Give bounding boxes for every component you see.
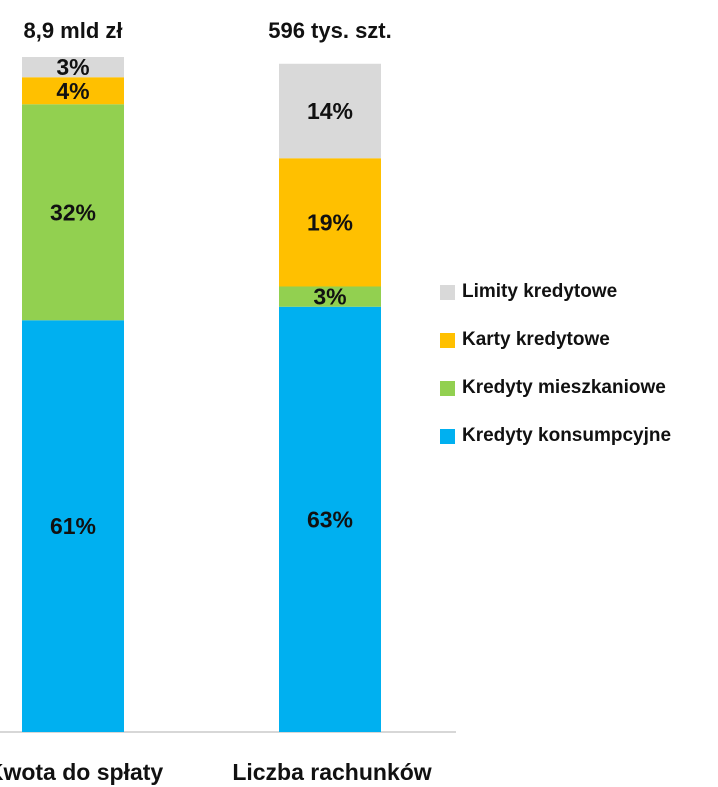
legend-label: Karty kredytowe bbox=[462, 329, 610, 350]
data-label: 4% bbox=[56, 78, 89, 104]
category-label: Liczba rachunków bbox=[232, 759, 431, 785]
legend-label: Limity kredytowe bbox=[462, 281, 618, 302]
bar-segment bbox=[279, 306, 381, 732]
total-label: 8,9 mld zł bbox=[23, 18, 122, 43]
legend-item: Limity kredytowe bbox=[440, 280, 671, 304]
legend-label: Kredyty konsumpcyjne bbox=[462, 425, 672, 446]
bar-segment bbox=[22, 57, 124, 78]
legend-item: Karty kredytowe bbox=[440, 328, 671, 352]
bar-segment bbox=[279, 63, 381, 159]
legend-swatch bbox=[440, 332, 455, 348]
legend-label: Kredyty mieszkaniowe bbox=[462, 377, 666, 398]
data-label: 3% bbox=[313, 284, 346, 310]
bar-segment bbox=[279, 158, 381, 287]
legend-item: Kredyty mieszkaniowe bbox=[440, 376, 671, 400]
data-label: 14% bbox=[307, 98, 353, 124]
legend: Limity kredytowe Karty kredytowe Kredyty m… bbox=[440, 280, 671, 472]
bar-segment bbox=[22, 104, 124, 321]
bar-segment bbox=[279, 286, 381, 307]
legend-swatch bbox=[440, 284, 455, 300]
data-label: 3% bbox=[56, 54, 89, 80]
bar-segment bbox=[22, 77, 124, 105]
legend-swatch bbox=[440, 428, 455, 444]
data-label: 19% bbox=[307, 209, 353, 235]
legend-item: Kredyty konsumpcyjne bbox=[440, 424, 671, 448]
data-label: 61% bbox=[50, 513, 96, 539]
data-label: 63% bbox=[307, 506, 353, 532]
total-label: 596 tys. szt. bbox=[268, 18, 392, 43]
legend-swatch bbox=[440, 380, 455, 396]
bar-segment bbox=[22, 320, 124, 732]
category-label: Kwota do spłaty bbox=[0, 759, 163, 785]
data-label: 32% bbox=[50, 199, 96, 225]
